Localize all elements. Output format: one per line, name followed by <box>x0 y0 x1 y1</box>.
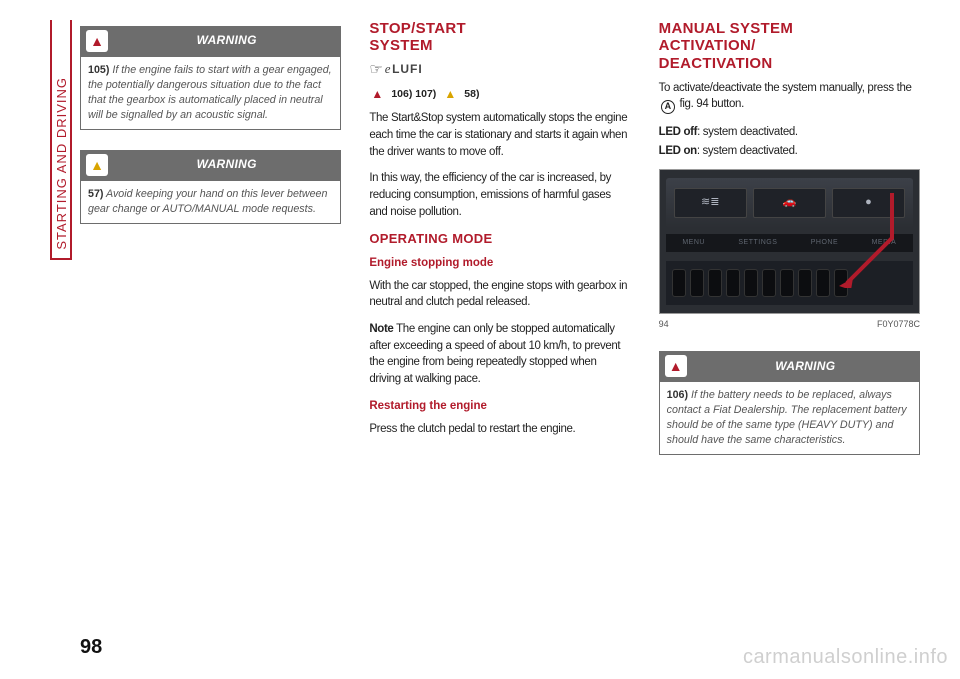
dash-knob-row <box>666 261 913 305</box>
paragraph-led-on: LED on: system deactivated. <box>659 143 920 160</box>
paragraph-note: Note The engine can only be stopped auto… <box>369 321 630 388</box>
ref-yellow: 58) <box>464 87 479 102</box>
hand-pointer-icon: ☞ <box>369 59 382 81</box>
ref-line: ▲ 106) 107) ▲ 58) <box>369 86 630 102</box>
system-button-icon: A <box>661 100 675 114</box>
warning-triangle-yellow-icon: ▲ <box>86 154 108 176</box>
led-off-label: LED off <box>659 126 697 138</box>
page-content: ▲ WARNING 105) If the engine fails to st… <box>80 20 920 620</box>
car-icon: 🚗 <box>782 195 796 211</box>
section-tab-label: STARTING AND DRIVING <box>54 69 69 258</box>
fog-icon: ≋≣ <box>701 195 719 211</box>
warning-label: WARNING <box>118 156 335 173</box>
led-off-text: : system deactivated. <box>697 126 798 138</box>
warning-text: If the engine fails to start with a gear… <box>88 64 332 121</box>
warning-body-57: 57) Avoid keeping your hand on this leve… <box>80 180 341 224</box>
dash-label: MENU <box>682 238 705 248</box>
section-title-manual: MANUAL SYSTEM ACTIVATION/ DEACTIVATION <box>659 20 920 72</box>
watermark: carmanualsonline.info <box>743 646 948 669</box>
dash-button: 🚗 <box>753 188 826 218</box>
dash-knob <box>672 269 686 297</box>
warning-body-106: 106) If the battery needs to be replaced… <box>659 381 920 455</box>
dash-label: SETTINGS <box>738 238 777 248</box>
warning-header-yellow: ▲ WARNING <box>80 150 341 180</box>
column-1: ▲ WARNING 105) If the engine fails to st… <box>80 20 341 620</box>
led-on-text: : system deactivated. <box>697 145 798 157</box>
warning-body-105: 105) If the engine fails to start with a… <box>80 56 341 130</box>
warning-text: Avoid keeping your hand on this lever be… <box>88 188 327 215</box>
warning-triangle-red-icon: ▲ <box>665 355 687 377</box>
ref-triangle-red-icon: ▲ <box>369 86 385 102</box>
dash-knob <box>744 269 758 297</box>
dash-knob <box>816 269 830 297</box>
column-2: STOP/START SYSTEM ☞ eLUFI ▲ 106) 107) ▲ … <box>369 20 630 620</box>
dash-label: MEDIA <box>872 238 897 248</box>
dash-knob <box>726 269 740 297</box>
note-text: The engine can only be stopped automatic… <box>369 323 620 385</box>
figure-code: F0Y0778C <box>877 318 920 331</box>
warning-header-red: ▲ WARNING <box>80 26 341 56</box>
ref-red: 106) 107) <box>391 87 436 102</box>
warning-label: WARNING <box>118 32 335 49</box>
brand-text: e <box>385 60 390 79</box>
dash-knob <box>708 269 722 297</box>
paragraph: The Start&Stop system automatically stop… <box>369 110 630 160</box>
warning-num: 106) <box>667 389 688 401</box>
dash-label: PHONE <box>811 238 838 248</box>
brand-text: LUFI <box>392 61 423 78</box>
warning-text: If the battery needs to be replaced, alw… <box>667 389 907 446</box>
warning-num: 105) <box>88 64 109 76</box>
text: fig. 94 button. <box>677 98 744 110</box>
ref-triangle-yellow-icon: ▲ <box>442 86 458 102</box>
subheading-restarting: Restarting the engine <box>369 398 630 415</box>
dash-knob <box>798 269 812 297</box>
subheading-engine-stopping: Engine stopping mode <box>369 255 630 272</box>
subheading-operating-mode: OPERATING MODE <box>369 230 630 249</box>
warning-num: 57) <box>88 188 103 200</box>
dash-knob <box>690 269 704 297</box>
section-title-stopstart: STOP/START SYSTEM <box>369 20 630 55</box>
paragraph: Press the clutch pedal to restart the en… <box>369 421 630 438</box>
text: To activate/deactivate the system manual… <box>659 82 912 94</box>
dot-icon: ● <box>865 195 872 211</box>
column-3: MANUAL SYSTEM ACTIVATION/ DEACTIVATION T… <box>659 20 920 620</box>
warning-header-red: ▲ WARNING <box>659 351 920 381</box>
paragraph: In this way, the efficiency of the car i… <box>369 170 630 220</box>
figure-number: 94 <box>659 318 669 331</box>
note-lead: Note <box>369 323 393 335</box>
paragraph: With the car stopped, the engine stops w… <box>369 278 630 311</box>
brand-line: ☞ eLUFI <box>369 59 630 81</box>
dash-label-strip: MENU SETTINGS PHONE MEDIA <box>666 234 913 252</box>
figure-caption: 94 F0Y0778C <box>659 318 920 331</box>
dash-knob <box>762 269 776 297</box>
dash-button: ● <box>832 188 905 218</box>
paragraph: To activate/deactivate the system manual… <box>659 80 920 114</box>
warning-triangle-red-icon: ▲ <box>86 30 108 52</box>
paragraph-led-off: LED off: system deactivated. <box>659 124 920 141</box>
section-tab: STARTING AND DRIVING <box>50 20 72 260</box>
dash-knob <box>834 269 848 297</box>
dash-knob <box>780 269 794 297</box>
dash-button: ≋≣ <box>674 188 747 218</box>
warning-label: WARNING <box>697 358 914 375</box>
dashboard-figure: ≋≣ 🚗 ● MENU SETTINGS PHONE MEDIA <box>659 169 920 314</box>
page-number: 98 <box>80 636 102 659</box>
dash-button-row: ≋≣ 🚗 ● <box>666 178 913 228</box>
led-on-label: LED on <box>659 145 697 157</box>
